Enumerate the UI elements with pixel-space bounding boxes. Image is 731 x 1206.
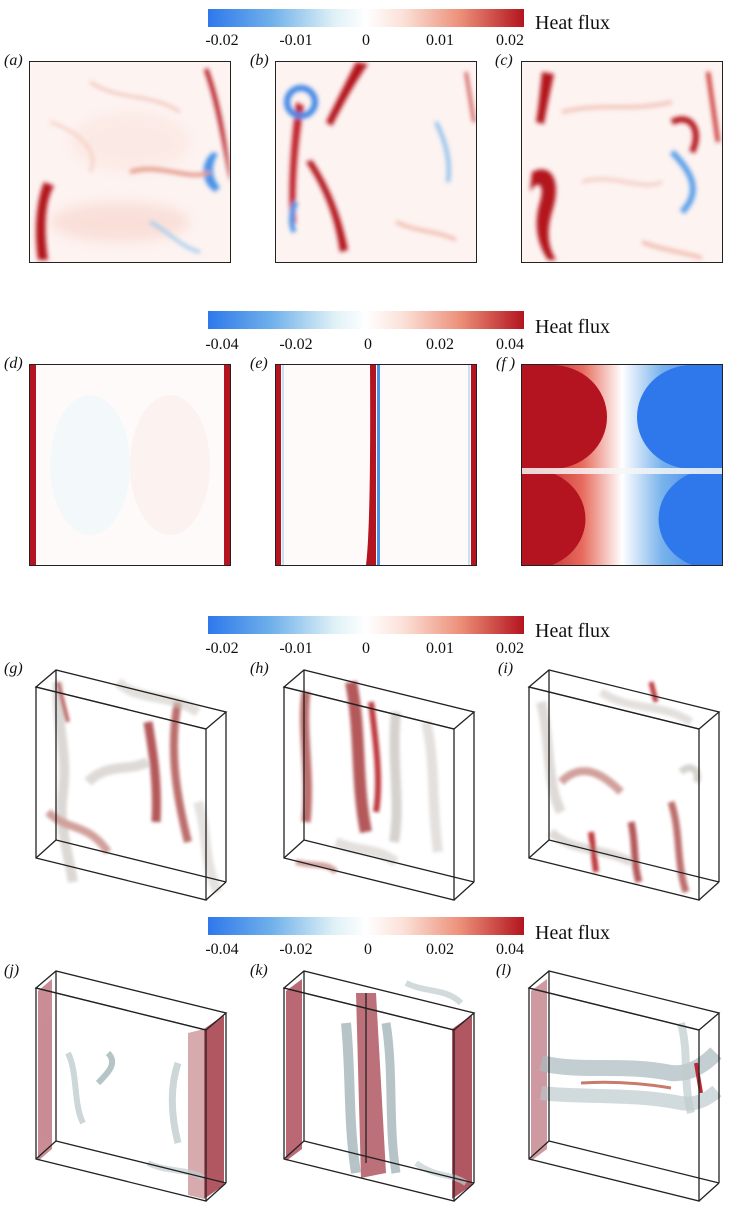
- panel-j-3d-isosurface: [28, 963, 238, 1203]
- colorbar-2-tick: -0.04: [205, 336, 239, 353]
- colorbar-1-tick: 0.01: [426, 32, 454, 49]
- colorbar-3-tick: -0.01: [279, 640, 313, 657]
- colorbar-2-tick: 0: [364, 336, 372, 353]
- panel-label-d: (d): [4, 355, 23, 372]
- colorbar-3-tick: 0: [362, 640, 370, 657]
- panel-label-f: (f ): [496, 355, 516, 372]
- panel-b-heatmap: [275, 61, 477, 263]
- panel-l-3d-isosurface: [521, 963, 731, 1203]
- panel-e-heatmap: [275, 364, 477, 566]
- panel-label-h: (h): [250, 660, 269, 677]
- panel-k-3d-isosurface: [276, 963, 486, 1203]
- colorbar-2-tick: -0.02: [279, 336, 313, 353]
- colorbar-4-tick: 0.02: [426, 941, 454, 958]
- colorbar-4-tick: 0: [364, 941, 372, 958]
- panel-label-g: (g): [4, 660, 23, 677]
- colorbar-4-title: Heat flux: [535, 922, 610, 944]
- panel-a-heatmap: [29, 61, 231, 263]
- colorbar-2-title: Heat flux: [535, 316, 610, 338]
- panel-label-c: (c): [495, 52, 513, 69]
- colorbar-4-tick: 0.04: [496, 941, 524, 958]
- panel-g-3d-isosurface: [28, 662, 238, 902]
- panel-d-heatmap: [29, 364, 231, 566]
- colorbar-4-tick: -0.02: [279, 941, 313, 958]
- panel-label-l: (l): [496, 962, 512, 979]
- colorbar-1-tick: 0: [362, 32, 370, 49]
- colorbar-3-title: Heat flux: [535, 620, 610, 642]
- panel-c-heatmap: [521, 61, 723, 263]
- colorbar-3-tick: -0.02: [205, 640, 239, 657]
- panel-label-j: (j): [4, 962, 20, 979]
- colorbar-1-title: Heat flux: [535, 12, 610, 34]
- colorbar-4-tick: -0.04: [205, 941, 239, 958]
- panel-label-e: (e): [250, 355, 268, 372]
- panel-label-b: (b): [250, 52, 269, 69]
- colorbar-2: [208, 311, 524, 329]
- panel-f-heatmap: [521, 364, 723, 566]
- colorbar-4: [208, 917, 524, 935]
- colorbar-3-tick: 0.01: [426, 640, 454, 657]
- colorbar-2-tick: 0.02: [426, 336, 454, 353]
- colorbar-2-tick: 0.04: [496, 336, 524, 353]
- panel-label-k: (k): [250, 962, 268, 979]
- colorbar-3: [208, 616, 524, 634]
- colorbar-3-tick: 0.02: [496, 640, 524, 657]
- colorbar-1: [208, 9, 524, 27]
- colorbar-1-tick: -0.01: [279, 32, 313, 49]
- colorbar-1-tick: 0.02: [496, 32, 524, 49]
- panel-i-3d-isosurface: [521, 662, 731, 902]
- colorbar-1-tick: -0.02: [205, 32, 239, 49]
- panel-label-i: (i): [498, 660, 514, 677]
- panel-h-3d-isosurface: [276, 662, 486, 902]
- panel-label-a: (a): [4, 52, 23, 69]
